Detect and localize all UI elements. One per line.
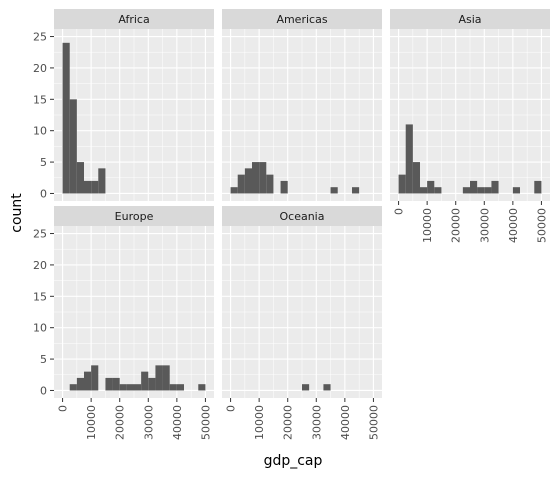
x-tick-label: 30000 <box>310 405 323 440</box>
x-tick-label: 50000 <box>535 208 548 243</box>
facet-asia: Asia 0 10000 20000 30000 40000 50000 <box>390 9 550 243</box>
x-tick-label: 30000 <box>478 208 491 243</box>
bar-europe <box>119 384 127 391</box>
bar-europe <box>91 365 99 391</box>
bar-europe <box>148 377 156 391</box>
x-tick-label: 20000 <box>114 405 127 440</box>
bar-asia <box>405 124 413 194</box>
strip-africa <box>54 9 214 29</box>
bar-asia <box>512 187 520 194</box>
y-tick-label: 25 <box>33 31 47 44</box>
x-tick-label: 0 <box>225 405 238 412</box>
bar-europe <box>105 377 113 391</box>
bar-oceania <box>323 384 331 391</box>
x-tick-label: 20000 <box>450 208 463 243</box>
bar-asia <box>477 187 485 194</box>
bar-europe <box>134 384 142 391</box>
bar-americas <box>330 187 338 194</box>
bar-americas <box>252 162 260 194</box>
y-tick-label: 5 <box>40 156 47 169</box>
x-tick-label: 0 <box>57 405 70 412</box>
facet-oceania: Oceania 0 10000 20000 30000 40000 50000 <box>222 206 382 440</box>
x-tick-label: 30000 <box>142 405 155 440</box>
bar-americas <box>352 187 360 194</box>
bar-asia <box>412 162 420 194</box>
bar-africa <box>84 180 92 194</box>
bar-africa <box>98 168 106 194</box>
bar-asia <box>420 187 428 194</box>
bar-asia <box>484 187 492 194</box>
strip-europe <box>54 206 214 226</box>
y-tick-label: 15 <box>33 290 47 303</box>
bar-americas <box>259 162 267 194</box>
y-tick-label: 25 <box>33 228 47 241</box>
bar-oceania <box>302 384 310 391</box>
y-axis-title: count <box>9 193 25 233</box>
bar-asia <box>434 187 442 194</box>
bar-europe <box>69 384 77 391</box>
x-tick-label: 20000 <box>282 405 295 440</box>
x-tick-label: 50000 <box>199 405 212 440</box>
bar-asia <box>462 187 470 194</box>
strip-label-africa: Africa <box>118 13 149 26</box>
bar-africa <box>91 180 99 194</box>
bar-asia <box>534 180 542 194</box>
facet-europe: Europe 0 5 10 15 20 25 0 10000 20000 30000 40000 500… <box>33 206 214 440</box>
strip-americas <box>222 9 382 29</box>
bar-americas <box>244 168 252 194</box>
bar-europe <box>76 377 84 391</box>
bar-europe <box>198 384 206 391</box>
bar-americas <box>237 174 245 194</box>
bar-europe <box>176 384 184 391</box>
y-tick-label: 0 <box>40 384 47 397</box>
x-tick-label: 10000 <box>421 208 434 243</box>
x-tick-label: 40000 <box>339 405 352 440</box>
bar-europe <box>162 365 170 391</box>
strip-label-europe: Europe <box>115 210 154 223</box>
x-tick-label: 50000 <box>367 405 380 440</box>
bar-africa <box>62 42 70 194</box>
y-tick-label: 10 <box>33 125 47 138</box>
bar-europe <box>112 377 120 391</box>
bar-asia <box>470 180 478 194</box>
bar-americas <box>230 187 238 194</box>
x-axis-title: gdp_cap <box>264 453 323 469</box>
y-tick-label: 20 <box>33 62 47 75</box>
y-tick-label: 0 <box>40 187 47 200</box>
bar-asia <box>427 180 435 194</box>
bar-americas <box>280 180 288 194</box>
y-tick-label: 10 <box>33 322 47 335</box>
facet-americas: Americas <box>222 9 382 201</box>
bar-asia <box>491 180 499 194</box>
bar-africa <box>69 99 77 194</box>
y-tick-label: 20 <box>33 259 47 272</box>
bar-europe <box>155 365 163 391</box>
y-tick-label: 5 <box>40 353 47 366</box>
bar-europe <box>141 371 149 391</box>
bar-africa <box>76 162 84 194</box>
x-tick-label: 40000 <box>507 208 520 243</box>
strip-label-americas: Americas <box>276 13 327 26</box>
bar-europe <box>126 384 134 391</box>
x-tick-label: 10000 <box>85 405 98 440</box>
bar-americas <box>266 174 274 194</box>
y-tick-label: 15 <box>33 93 47 106</box>
strip-asia <box>390 9 550 29</box>
strip-label-oceania: Oceania <box>280 210 325 223</box>
x-tick-label: 0 <box>393 208 406 215</box>
bar-asia <box>398 174 406 194</box>
bar-europe <box>84 371 92 391</box>
bar-europe <box>169 384 177 391</box>
strip-oceania <box>222 206 382 226</box>
facet-africa: Africa 0 5 10 15 20 25 <box>33 9 214 201</box>
x-tick-label: 10000 <box>253 405 266 440</box>
strip-label-asia: Asia <box>458 13 481 26</box>
x-tick-label: 40000 <box>171 405 184 440</box>
